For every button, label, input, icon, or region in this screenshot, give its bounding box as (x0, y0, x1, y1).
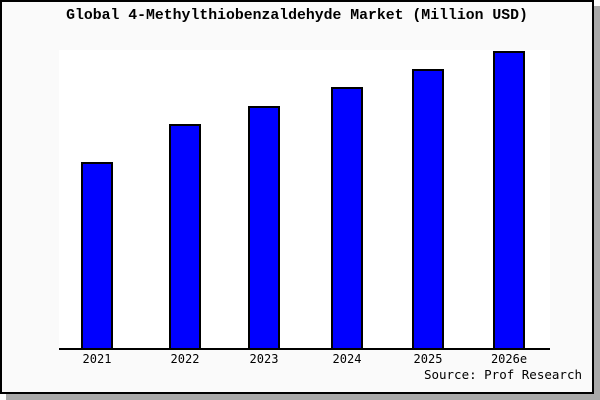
x-tick-2026e: 2026e (490, 352, 528, 366)
bar-2025 (412, 69, 444, 348)
x-tick-2023: 2023 (249, 352, 279, 366)
x-tick-2025: 2025 (413, 352, 443, 366)
bar-2021 (81, 162, 113, 348)
x-tick-2024: 2024 (332, 352, 362, 366)
x-tick-2022: 2022 (170, 352, 200, 366)
chart-frame: Global 4-Methylthiobenzaldehyde Market (… (0, 0, 594, 394)
x-tick-2021: 2021 (82, 352, 112, 366)
bar-2026e (493, 51, 525, 348)
bar-2023 (248, 106, 280, 348)
chart-title: Global 4-Methylthiobenzaldehyde Market (… (66, 8, 528, 24)
x-axis-labels: 2021 2022 2023 2024 2025 2026e (59, 352, 550, 368)
bar-2024 (331, 87, 363, 348)
bar-2022 (169, 124, 201, 348)
source-note: Source: Prof Research (423, 367, 582, 382)
plot-area (59, 50, 550, 350)
